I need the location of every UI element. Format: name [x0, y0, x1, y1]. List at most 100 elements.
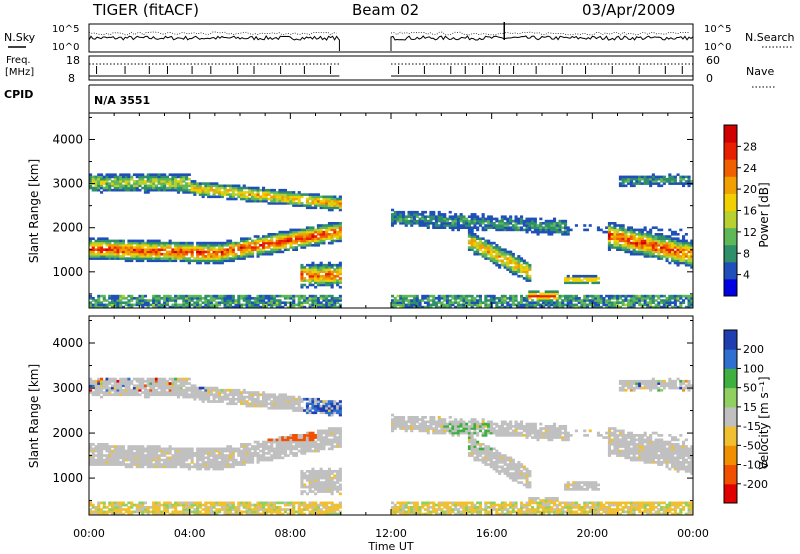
power-cell [690, 263, 694, 267]
power-cell [629, 250, 633, 254]
power-cell [558, 305, 562, 309]
power-cell [207, 184, 211, 188]
power-cell [97, 244, 101, 247]
power-cell [487, 257, 491, 260]
power-cell [536, 224, 540, 227]
power-cell [454, 305, 458, 309]
velocity-cell [157, 461, 161, 464]
power-colorbar-swatch [724, 142, 737, 160]
power-cell [281, 191, 285, 194]
power-cell [165, 303, 169, 307]
velocity-cell [119, 379, 123, 383]
velocity-cell [209, 463, 213, 466]
power-cell [319, 224, 323, 227]
power-cell [500, 224, 504, 227]
power-cell [91, 241, 95, 245]
power-cell [616, 241, 620, 245]
velocity-cell [97, 386, 101, 390]
velocity-cell [248, 506, 252, 509]
velocity-cell [251, 508, 255, 511]
power-cell [281, 305, 285, 309]
power-cell [242, 184, 246, 188]
velocity-cell [171, 393, 175, 397]
radar-title: TIGER (fitACF) [92, 1, 199, 19]
velocity-cell [100, 449, 104, 453]
velocity-cell [130, 463, 134, 466]
velocity-cell [160, 454, 164, 457]
power-cell [237, 186, 241, 190]
velocity-cell [100, 510, 104, 514]
power-cell [325, 197, 329, 201]
power-cell [649, 241, 653, 245]
power-cell [432, 217, 436, 221]
power-cell [256, 252, 260, 256]
power-cell [443, 217, 447, 221]
power-cell [226, 301, 230, 304]
power-cell [281, 199, 285, 203]
power-colorbar-swatch [724, 261, 737, 280]
power-cell [165, 246, 169, 249]
power-cell [687, 177, 691, 181]
power-cell [456, 228, 460, 232]
power-cell [308, 299, 312, 302]
power-cell [547, 297, 551, 300]
power-cell [671, 175, 675, 179]
power-cell [292, 241, 296, 245]
power-cell [413, 215, 417, 218]
velocity-cell [149, 386, 153, 390]
power-cell [338, 263, 342, 267]
power-cell [278, 301, 282, 304]
velocity-cell [130, 452, 134, 455]
power-cell [539, 224, 543, 227]
power-cell [113, 184, 117, 188]
power-cell [610, 237, 614, 240]
power-cell [330, 197, 334, 201]
power-cell [618, 235, 622, 238]
velocity-cell [141, 391, 145, 394]
power-cell [149, 252, 153, 256]
power-cell [185, 175, 189, 179]
power-cell [539, 305, 543, 309]
velocity-cell [176, 449, 180, 453]
power-cell [682, 252, 686, 256]
power-cell [487, 303, 491, 307]
power-cell [451, 217, 455, 221]
power-cell [393, 222, 397, 225]
velocity-cell [223, 461, 227, 464]
power-cell [218, 186, 222, 190]
power-cell [665, 297, 669, 300]
power-cell [467, 228, 471, 232]
power-cell [231, 259, 235, 263]
velocity-cell [223, 454, 227, 457]
velocity-cell [168, 447, 172, 451]
power-cell [492, 224, 496, 227]
power-cell [553, 301, 557, 304]
power-cell [607, 297, 611, 300]
velocity-cell [209, 461, 213, 464]
power-cell [643, 248, 647, 251]
power-cell [610, 233, 614, 236]
power-cell [294, 246, 298, 249]
power-cell [157, 305, 161, 309]
power-cell [402, 210, 406, 214]
velocity-cell [152, 501, 156, 505]
power-cell [100, 305, 104, 309]
velocity-cell [226, 397, 230, 401]
power-cell [94, 184, 98, 188]
power-cell [152, 186, 156, 190]
power-cell [330, 285, 334, 289]
power-cell [528, 266, 532, 269]
power-cell [470, 248, 474, 251]
power-cell [256, 195, 260, 199]
power-cell [259, 252, 263, 256]
power-cell [138, 239, 142, 243]
power-cell [113, 244, 117, 247]
power-cell [157, 250, 161, 254]
power-cell [330, 305, 334, 309]
power-cell [613, 226, 617, 229]
power-cell [627, 294, 631, 298]
freq-tick-low: 8 [68, 72, 75, 85]
power-cell [314, 263, 318, 267]
power-cell [245, 305, 249, 309]
power-cell [165, 180, 169, 183]
